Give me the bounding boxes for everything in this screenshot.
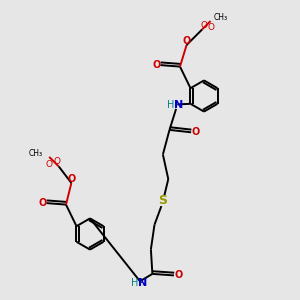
Text: CH₃: CH₃ xyxy=(214,14,228,22)
Text: O: O xyxy=(191,127,200,137)
Text: O: O xyxy=(207,22,214,32)
Text: O: O xyxy=(67,174,76,184)
Text: O: O xyxy=(46,160,53,169)
Text: O: O xyxy=(174,270,182,280)
Text: H: H xyxy=(167,100,174,110)
Text: N: N xyxy=(138,278,147,288)
Text: O: O xyxy=(153,60,161,70)
Text: CH₃: CH₃ xyxy=(28,149,42,158)
Text: H: H xyxy=(131,278,139,288)
Text: O: O xyxy=(182,36,191,46)
Text: S: S xyxy=(158,194,167,207)
Text: O: O xyxy=(54,158,61,166)
Text: N: N xyxy=(174,100,183,110)
Text: O: O xyxy=(39,198,47,208)
Text: O: O xyxy=(200,21,207,30)
